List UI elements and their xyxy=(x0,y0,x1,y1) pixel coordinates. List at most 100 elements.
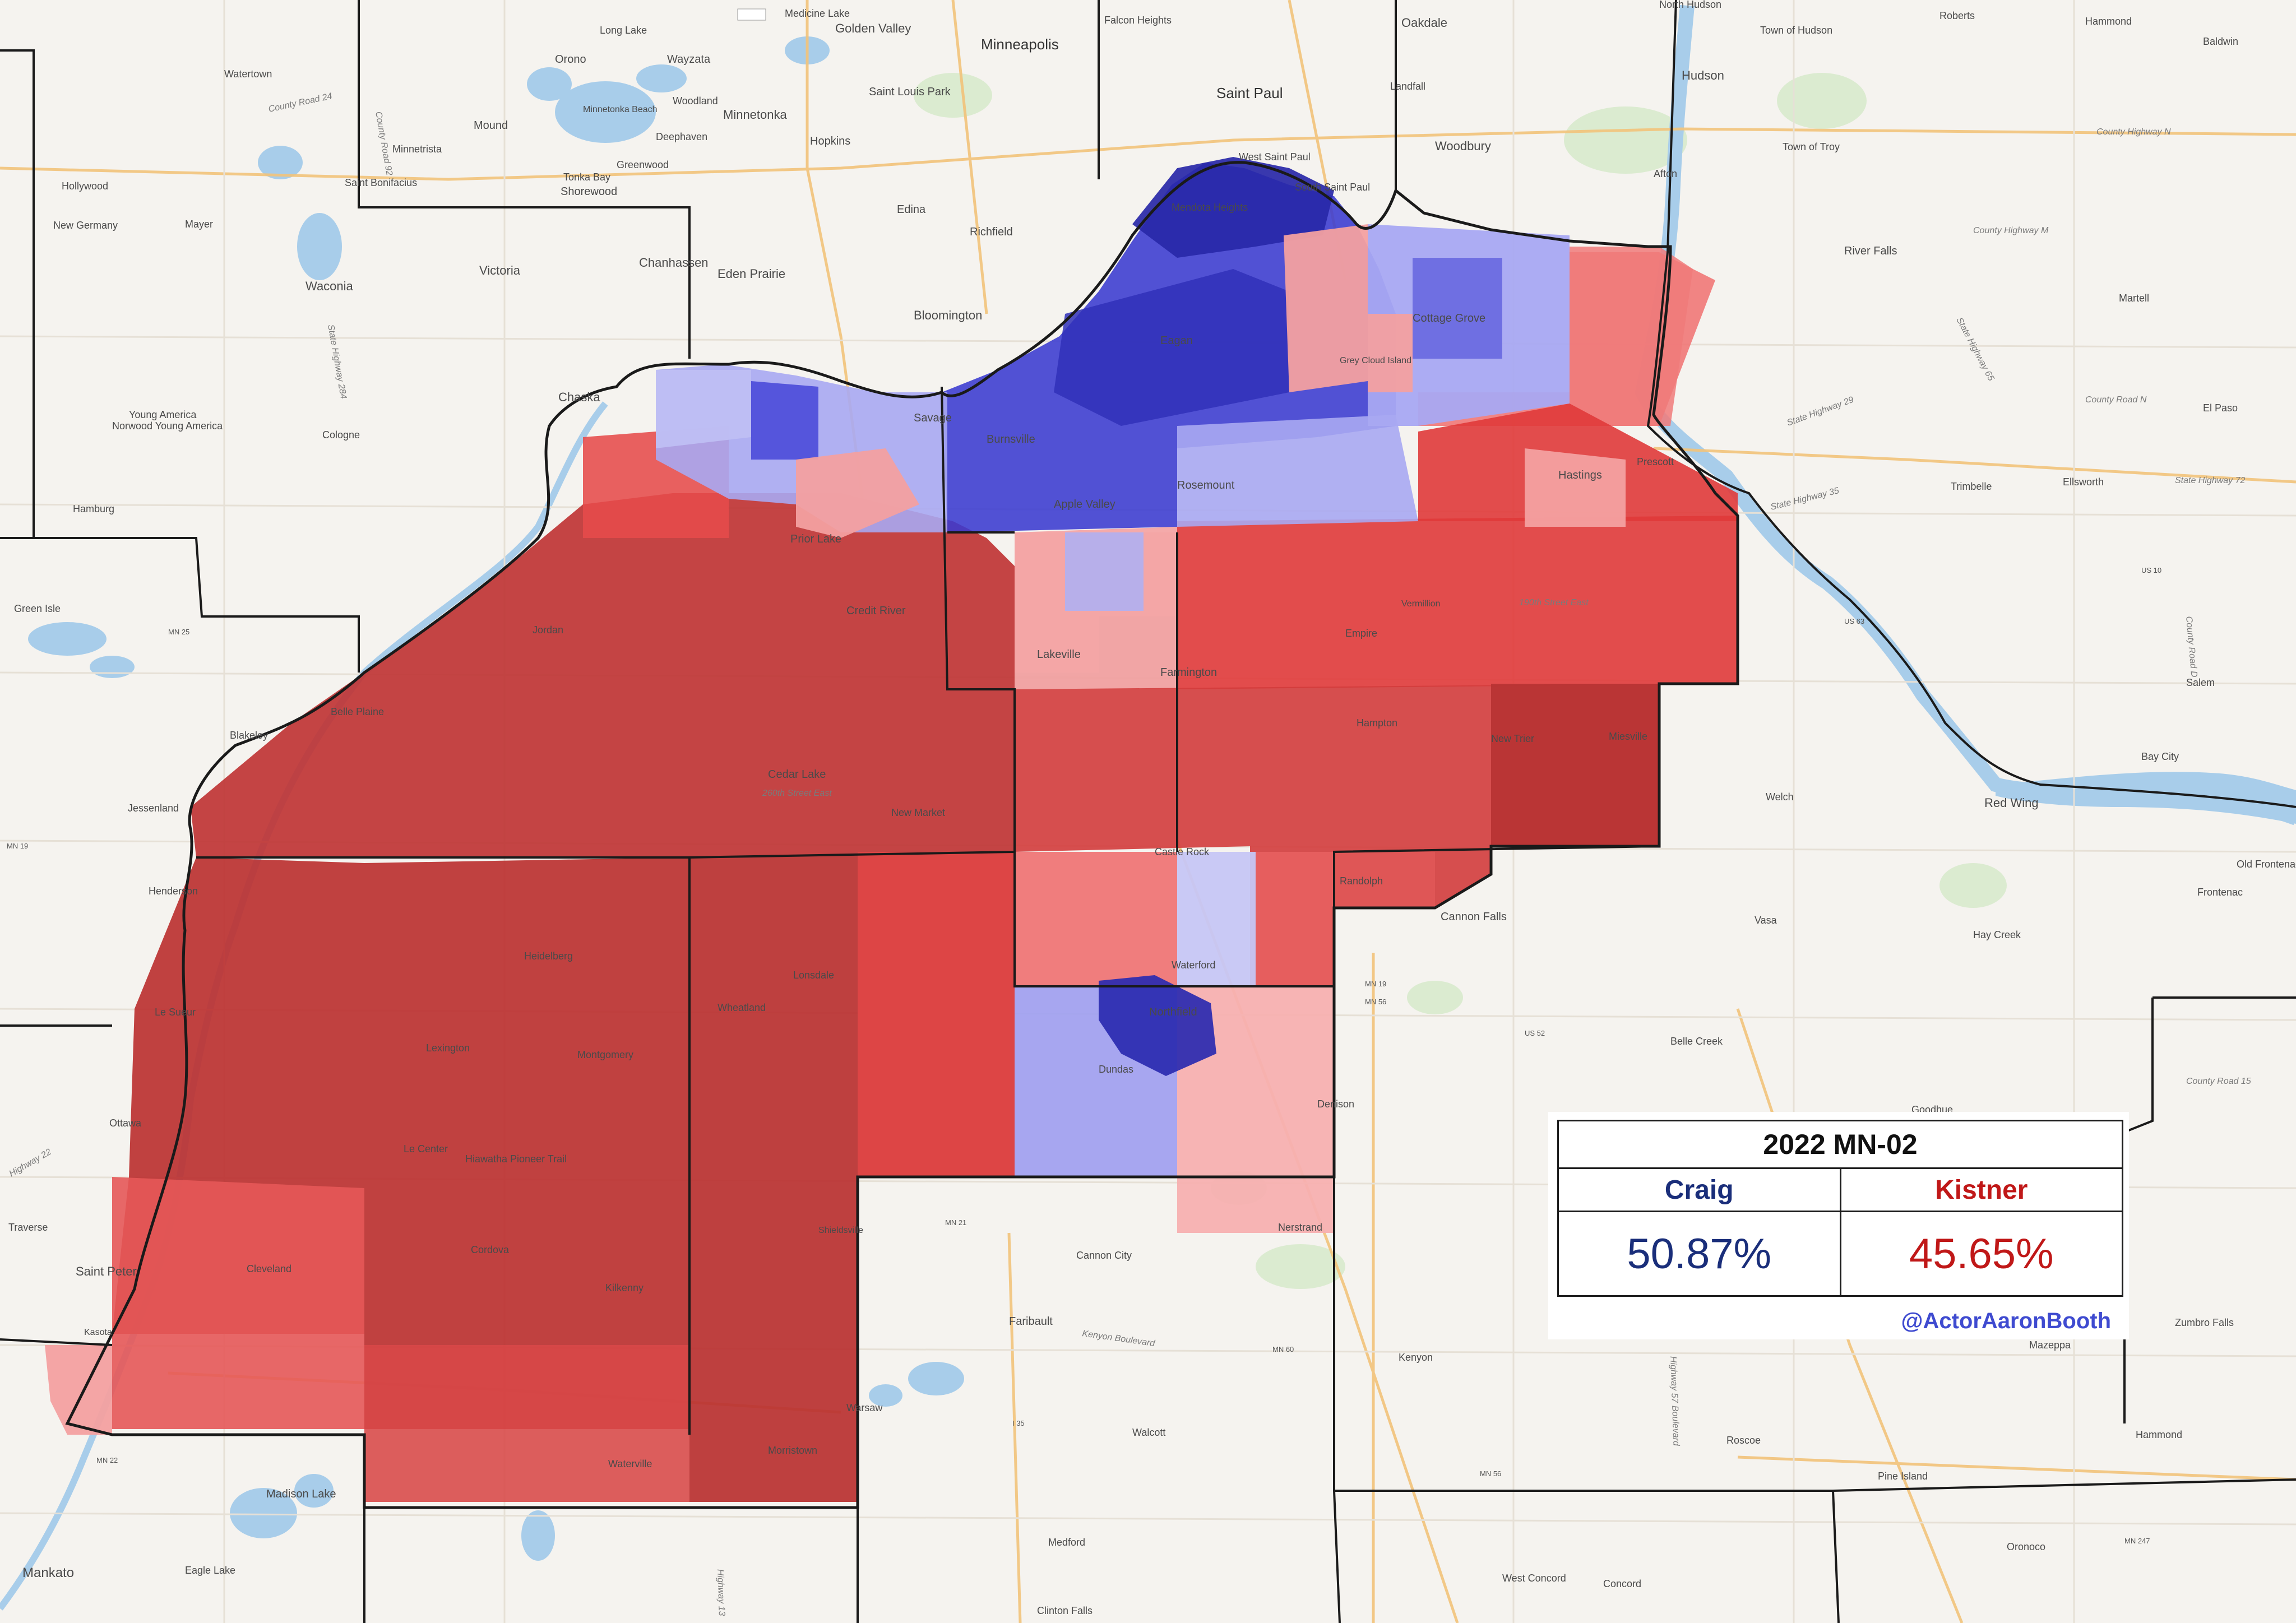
label-bloomington: Bloomington xyxy=(914,308,982,322)
label-hay-creek: Hay Creek xyxy=(1973,929,2021,940)
label-young-america: Young America xyxy=(129,409,197,420)
label-clinton-falls: Clinton Falls xyxy=(1037,1605,1093,1616)
label-dundas: Dundas xyxy=(1099,1064,1133,1075)
precinct-region-hastings xyxy=(1525,448,1626,527)
label-miesville: Miesville xyxy=(1609,731,1647,742)
label-belle-creek: Belle Creek xyxy=(1670,1036,1723,1047)
label-long-lake: Long Lake xyxy=(600,25,647,36)
label-golden-valley: Golden Valley xyxy=(835,21,911,35)
place-labels: Minneapolis Saint Paul Golden Valley Med… xyxy=(8,0,2296,1616)
road-county-road-15: County Road 15 xyxy=(2186,1077,2251,1086)
label-kasota: Kasota xyxy=(84,1328,112,1337)
road-260th-street-east: 260th Street East xyxy=(762,789,832,798)
state-line xyxy=(1646,0,2296,808)
label-woodland: Woodland xyxy=(673,95,718,106)
label-morristown: Morristown xyxy=(768,1445,817,1456)
label-roberts: Roberts xyxy=(1939,10,1975,21)
shield-us-52: US 52 xyxy=(1525,1029,1545,1037)
label-eden-prairie: Eden Prairie xyxy=(718,267,785,281)
shield-mn-56: MN 56 xyxy=(1365,998,1386,1006)
label-woodbury: Woodbury xyxy=(1435,139,1491,153)
precinct-region-northfield-core xyxy=(1099,975,1216,1076)
label-henderson: Henderson xyxy=(149,885,198,897)
river-lake-pepin xyxy=(1996,772,2296,824)
label-rosemount: Rosemount xyxy=(1177,479,1235,491)
label-traverse: Traverse xyxy=(8,1222,48,1233)
label-hudson: Hudson xyxy=(1682,68,1724,82)
label-old-frontenac: Old Frontenac xyxy=(2237,859,2296,870)
label-mankato: Mankato xyxy=(22,1565,74,1580)
label-kenyon: Kenyon xyxy=(1399,1352,1433,1363)
label-afton: Afton xyxy=(1654,168,1677,179)
label-cedar-lake: Cedar Lake xyxy=(768,768,826,781)
label-eagan: Eagan xyxy=(1160,335,1193,347)
label-falcon-heights: Falcon Heights xyxy=(1104,15,1172,26)
precinct-region-lakeville-blue xyxy=(1065,532,1144,611)
label-watertown: Watertown xyxy=(224,68,272,80)
label-le-sueur: Le Sueur xyxy=(155,1007,196,1018)
road-highway-57: Highway 57 Boulevard xyxy=(1668,1356,1681,1447)
label-victoria: Victoria xyxy=(479,263,521,277)
lakes xyxy=(28,36,964,1561)
precinct-region-le-sueur-south xyxy=(112,1177,364,1429)
shield-mn-56-south: MN 56 xyxy=(1480,1469,1501,1478)
precinct-region-denmark xyxy=(1570,247,1693,426)
label-green-isle: Green Isle xyxy=(14,603,61,614)
label-river-falls: River Falls xyxy=(1844,245,1897,257)
label-welch: Welch xyxy=(1766,791,1794,803)
precinct-region-rosemount xyxy=(1177,415,1418,527)
precinct-region-cottage-grove-core xyxy=(1413,258,1502,359)
label-pine-island: Pine Island xyxy=(1878,1471,1928,1482)
label-hollywood: Hollywood xyxy=(62,180,108,192)
label-apple-valley: Apple Valley xyxy=(1054,498,1115,511)
label-chanhassen: Chanhassen xyxy=(639,256,709,270)
candidate-percent-dem: 50.87% xyxy=(1557,1211,1841,1297)
label-saint-paul: Saint Paul xyxy=(1216,85,1283,101)
label-hopkins: Hopkins xyxy=(810,135,850,147)
precinct-region-dakota-southeast xyxy=(1177,516,1738,689)
label-mound: Mound xyxy=(474,119,508,132)
results-table: 2022 MN-02 Craig Kistner 50.87% 45.65% xyxy=(1557,1120,2123,1297)
shield-mn-19-west: MN 19 xyxy=(7,842,28,850)
label-el-paso: El Paso xyxy=(2203,402,2238,414)
label-prescott: Prescott xyxy=(1637,456,1674,467)
label-town-of-hudson: Town of Hudson xyxy=(1760,25,1832,36)
label-waconia: Waconia xyxy=(305,279,354,293)
shield-mn-60: MN 60 xyxy=(1272,1345,1294,1353)
label-mayer: Mayer xyxy=(185,219,213,230)
label-lonsdale: Lonsdale xyxy=(793,970,834,981)
label-zumbro-falls: Zumbro Falls xyxy=(2175,1317,2234,1328)
label-tonka-bay: Tonka Bay xyxy=(563,171,610,183)
road-highway-13: Highway 13 xyxy=(715,1569,726,1616)
label-jessenland: Jessenland xyxy=(128,803,179,814)
precinct-region-shakopee xyxy=(656,370,751,448)
results-box: 2022 MN-02 Craig Kistner 50.87% 45.65% @… xyxy=(1548,1112,2129,1339)
label-red-wing: Red Wing xyxy=(1984,796,2039,810)
candidate-percent-rep: 45.65% xyxy=(1839,1211,2123,1297)
label-new-germany: New Germany xyxy=(53,220,118,231)
label-burnsville: Burnsville xyxy=(987,433,1035,446)
precinct-region-dakota-hampton xyxy=(1491,684,1659,846)
label-randolph: Randolph xyxy=(1340,875,1383,887)
label-savage: Savage xyxy=(914,412,952,424)
label-saint-louis-park: Saint Louis Park xyxy=(869,86,951,98)
label-salem: Salem xyxy=(2186,677,2215,688)
label-ottawa: Ottawa xyxy=(109,1117,142,1129)
label-minneapolis: Minneapolis xyxy=(981,36,1059,53)
label-baldwin: Baldwin xyxy=(2203,36,2238,47)
label-montgomery: Montgomery xyxy=(577,1049,633,1060)
label-nerstrand: Nerstrand xyxy=(1278,1222,1322,1233)
label-faribault: Faribault xyxy=(1009,1315,1053,1328)
label-cologne: Cologne xyxy=(322,429,360,440)
label-prior-lake: Prior Lake xyxy=(790,533,841,545)
label-bay-city: Bay City xyxy=(2141,751,2179,762)
label-cottage-grove: Cottage Grove xyxy=(1413,312,1485,324)
label-hampton: Hampton xyxy=(1357,717,1397,729)
district-boundary xyxy=(65,161,1739,1509)
label-hammond: Hammond xyxy=(2085,16,2132,27)
label-medicine-lake: Medicine Lake xyxy=(785,8,850,19)
shield-us-10: US 10 xyxy=(2141,566,2161,574)
route-shields: US 63 US 10 US 52 MN 19 MN 56 MN 21 MN 2… xyxy=(7,8,2161,1545)
label-frontenac: Frontenac xyxy=(2197,887,2243,898)
